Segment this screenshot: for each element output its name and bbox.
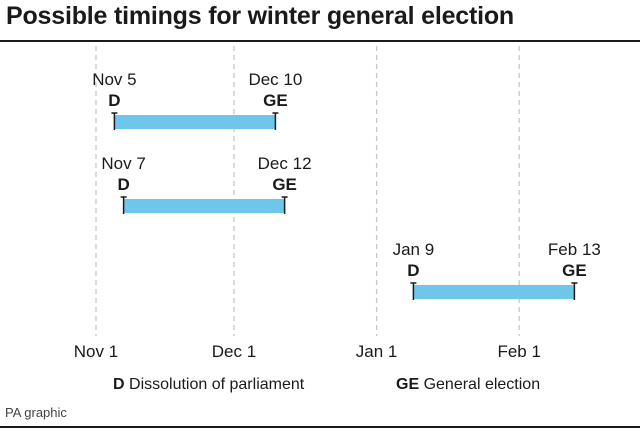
- range-bar: [123, 199, 285, 213]
- start-date-label: Nov 7: [101, 154, 145, 173]
- end-date-label: Dec 10: [248, 70, 302, 89]
- credit: PA graphic: [5, 405, 67, 420]
- end-marker-label: GE: [272, 175, 297, 194]
- range-bar: [413, 285, 575, 299]
- start-marker-label: D: [117, 175, 129, 194]
- legend-key-d: D: [113, 376, 125, 393]
- axis-tick-label: Nov 1: [74, 342, 118, 361]
- range-bar: [114, 115, 276, 129]
- legend-general-election: GE General election: [396, 376, 540, 394]
- start-date-label: Nov 5: [92, 70, 136, 89]
- start-marker-label: D: [407, 261, 419, 280]
- page-title: Possible timings for winter general elec…: [6, 2, 514, 30]
- top-rule: [0, 40, 640, 42]
- start-date-label: Jan 9: [393, 240, 435, 259]
- axis-tick-label: Jan 1: [356, 342, 398, 361]
- legend-dissolution: D Dissolution of parliament: [113, 376, 304, 394]
- end-date-label: Dec 12: [258, 154, 312, 173]
- axis-tick-label: Dec 1: [212, 342, 256, 361]
- end-marker-label: GE: [562, 261, 587, 280]
- start-marker-label: D: [108, 91, 120, 110]
- legend-text-d: Dissolution of parliament: [129, 376, 305, 393]
- end-marker-label: GE: [263, 91, 288, 110]
- end-date-label: Feb 13: [548, 240, 601, 259]
- bottom-rule: [0, 426, 640, 428]
- axis-tick-label: Feb 1: [497, 342, 540, 361]
- legend-key-ge: GE: [396, 376, 420, 393]
- legend-text-ge: General election: [423, 376, 541, 393]
